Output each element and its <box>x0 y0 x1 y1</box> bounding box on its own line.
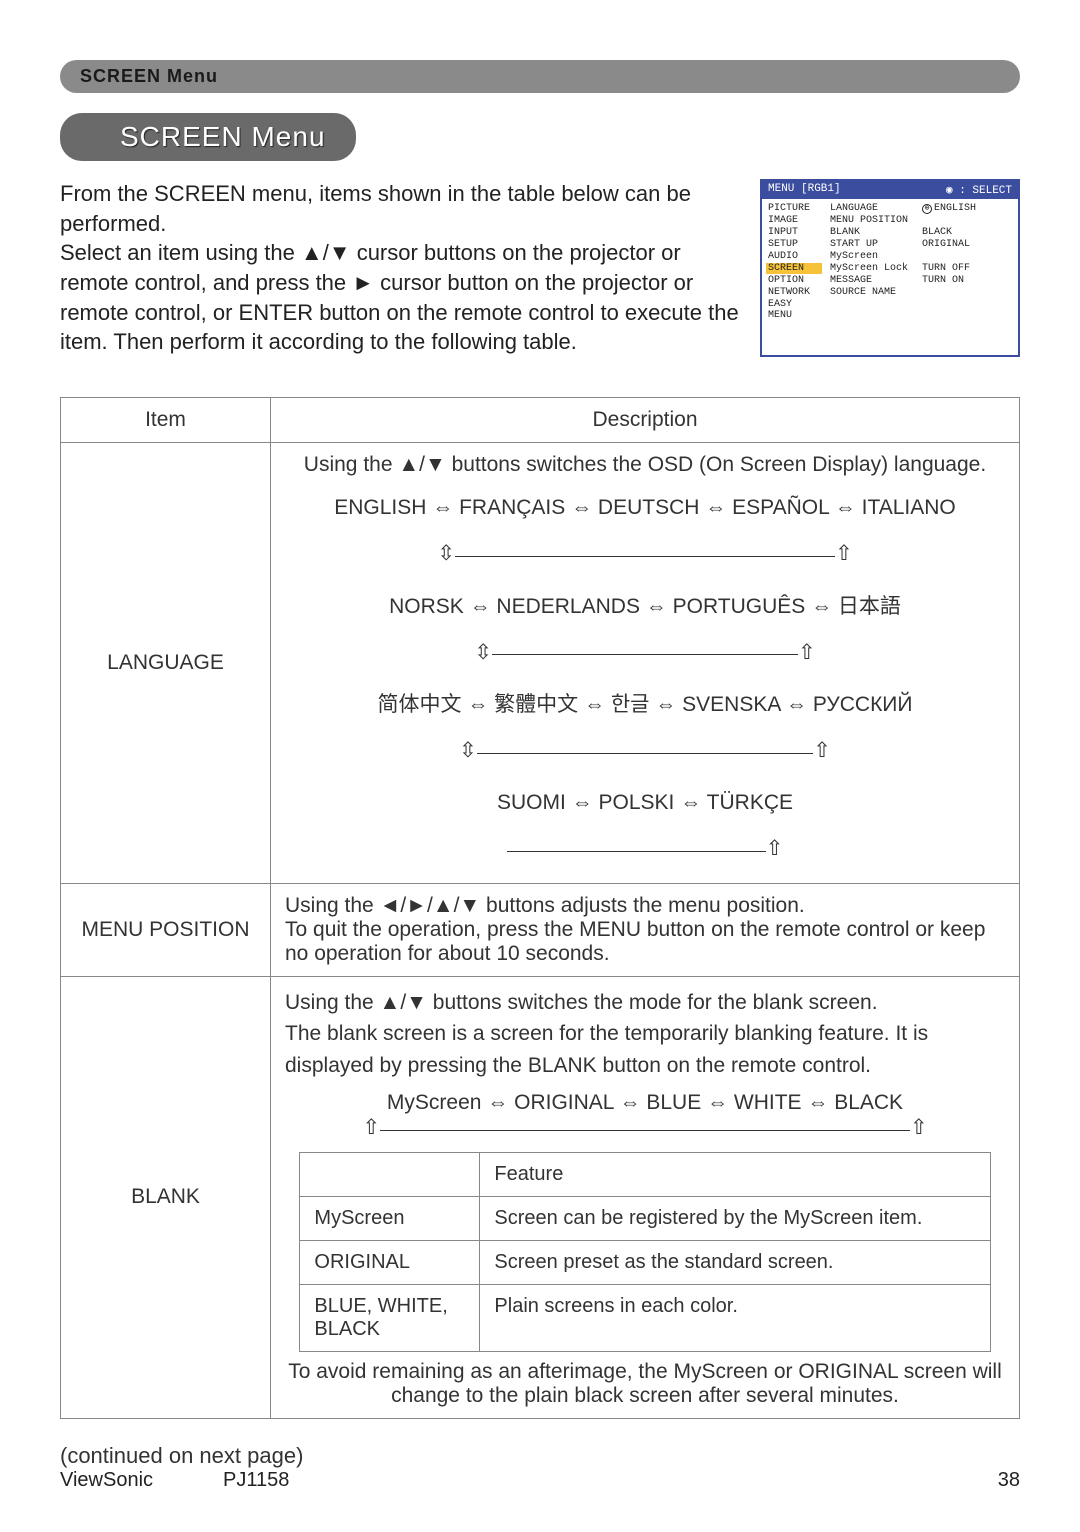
row-menuposition-name: MENU POSITION <box>61 883 271 976</box>
osd-row-label: LANGUAGE <box>830 203 918 214</box>
intro-paragraph: From the SCREEN menu, items shown in the… <box>60 179 740 357</box>
footer-page-number: 38 <box>998 1469 1020 1492</box>
osd-left-item: PICTURE <box>766 203 822 214</box>
osd-row-label: START UP <box>830 239 918 250</box>
inner-row-key: MyScreen <box>300 1197 480 1241</box>
continued-note: (continued on next page) <box>60 1443 1020 1469</box>
section-title: SCREEN Menu <box>120 121 326 152</box>
inner-empty-cell <box>300 1153 480 1197</box>
osd-row-value <box>922 287 1014 298</box>
col-header-desc: Description <box>271 398 1020 443</box>
breadcrumb: SCREEN Menu <box>80 66 218 86</box>
blank-cycle: MyScreen ⇔ ORIGINAL ⇔ BLUE ⇔ WHITE ⇔ BLA… <box>285 1091 1005 1140</box>
blank-note: To avoid remaining as an afterimage, the… <box>285 1360 1005 1408</box>
osd-left-item: INPUT <box>766 227 822 238</box>
inner-row-val: Screen can be registered by the MyScreen… <box>480 1197 990 1241</box>
osd-menu-label: MENU [RGB1] <box>768 183 841 197</box>
main-table: Item Description LANGUAGE Using the ▲/▼ … <box>60 397 1020 1419</box>
osd-row-label: MENU POSITION <box>830 215 918 226</box>
osd-left-item: IMAGE <box>766 215 822 226</box>
osd-right-column: LANGUAGE ⊕ENGLISH MENU POSITION BLANK BLAC… <box>826 199 1018 325</box>
footer-model: PJ1158 <box>223 1469 289 1492</box>
osd-row-label: BLANK <box>830 227 918 238</box>
row-menuposition-desc: Using the ◄/►/▲/▼ buttons adjusts the me… <box>271 883 1020 976</box>
osd-left-item: AUDIO <box>766 251 822 262</box>
osd-row-value: TURN OFF <box>922 263 1014 274</box>
osd-left-item: NETWORK <box>766 287 822 298</box>
osd-row-label: MyScreen <box>830 251 918 262</box>
footer-brand: ViewSonic <box>60 1469 153 1492</box>
row-language-name: LANGUAGE <box>61 443 271 884</box>
osd-row-value <box>922 251 1014 262</box>
osd-row-label: MESSAGE <box>830 275 918 286</box>
col-header-item: Item <box>61 398 271 443</box>
inner-row-val: Plain screens in each color. <box>480 1285 990 1352</box>
osd-left-item: OPTION <box>766 275 822 286</box>
page-footer: ViewSonic PJ1158 38 <box>60 1469 1020 1492</box>
inner-row-val: Screen preset as the standard screen. <box>480 1241 990 1285</box>
osd-row-value: TURN ON <box>922 275 1014 286</box>
osd-row-label: MyScreen Lock <box>830 263 918 274</box>
osd-left-item: SETUP <box>766 239 822 250</box>
inner-row-key: ORIGINAL <box>300 1241 480 1285</box>
blank-lead: Using the ▲/▼ buttons switches the mode … <box>285 987 1005 1082</box>
table-header-row: Item Description <box>61 398 1020 443</box>
language-lead: Using the ▲/▼ buttons switches the OSD (… <box>285 453 1005 477</box>
row-blank-name: BLANK <box>61 976 271 1419</box>
table-row: MENU POSITION Using the ◄/►/▲/▼ buttons … <box>61 883 1020 976</box>
osd-left-column: PICTURE IMAGE INPUT SETUP AUDIO SCREEN O… <box>762 199 826 325</box>
osd-left-item: EASY MENU <box>766 299 822 321</box>
osd-row-value <box>922 215 1014 226</box>
osd-preview: MENU [RGB1] ◉ : SELECT PICTURE IMAGE INP… <box>760 179 1020 357</box>
section-breadcrumb-pill: SCREEN Menu <box>60 60 1020 93</box>
table-row: BLANK Using the ▲/▼ buttons switches the… <box>61 976 1020 1419</box>
inner-row-key: BLUE, WHITE, BLACK <box>300 1285 480 1352</box>
osd-row-value: ORIGINAL <box>922 239 1014 250</box>
osd-row-value: ⊕ENGLISH <box>922 203 1014 214</box>
table-row: LANGUAGE Using the ▲/▼ buttons switches … <box>61 443 1020 884</box>
osd-left-item-selected: SCREEN <box>766 263 822 274</box>
blank-inner-table: Feature MyScreen Screen can be registere… <box>299 1152 990 1352</box>
osd-row-label: SOURCE NAME <box>830 287 918 298</box>
section-title-pill: SCREEN Menu <box>60 113 356 161</box>
language-sequence: ENGLISH ⇔ FRANÇAIS ⇔ DEUTSCH ⇔ ESPAÑOL ⇔… <box>285 485 1005 873</box>
osd-row-value: BLACK <box>922 227 1014 238</box>
osd-select-label: ◉ : SELECT <box>946 183 1012 197</box>
inner-header-feature: Feature <box>480 1153 990 1197</box>
